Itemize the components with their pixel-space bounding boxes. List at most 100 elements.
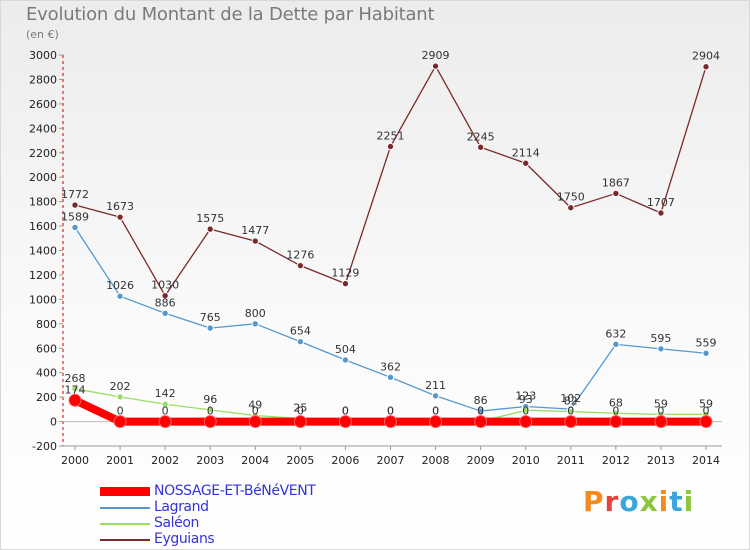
logo-letter: i bbox=[683, 485, 695, 518]
data-label: 1867 bbox=[602, 176, 630, 189]
data-point bbox=[384, 415, 397, 429]
data-label: 86 bbox=[474, 394, 488, 407]
data-label: 886 bbox=[155, 296, 176, 309]
legend-item: Saléon bbox=[100, 515, 520, 532]
logo-letter: t bbox=[669, 485, 684, 518]
x-tick-label: 2006 bbox=[331, 454, 359, 467]
x-tick-label: 2007 bbox=[377, 454, 405, 467]
legend-swatch bbox=[100, 507, 150, 509]
y-tick-label: 2800 bbox=[29, 73, 57, 86]
data-label: 1129 bbox=[331, 267, 359, 280]
legend-label: Saléon bbox=[154, 515, 200, 531]
data-point bbox=[68, 393, 82, 407]
y-tick-label: 0 bbox=[50, 416, 57, 429]
x-tick-label: 2004 bbox=[241, 454, 269, 467]
data-label: 82 bbox=[564, 395, 578, 408]
data-label: 559 bbox=[696, 336, 717, 349]
x-tick-label: 2001 bbox=[106, 454, 134, 467]
data-point bbox=[71, 385, 79, 393]
data-label: 1026 bbox=[106, 279, 134, 292]
data-point bbox=[161, 400, 169, 408]
data-label: 59 bbox=[654, 397, 668, 410]
data-label: 0 bbox=[297, 405, 304, 418]
data-label: 2251 bbox=[377, 130, 405, 143]
data-label: 0 bbox=[477, 405, 484, 418]
data-point bbox=[431, 62, 440, 70]
legend-item: Lagrand bbox=[100, 499, 520, 516]
data-label: 174 bbox=[65, 383, 86, 396]
data-point bbox=[474, 415, 488, 429]
data-label: 504 bbox=[335, 343, 356, 356]
data-label: 2909 bbox=[422, 49, 450, 62]
legend: NOSSAGE-ET-BéNéVENT Lagrand Saléon Eygui… bbox=[100, 483, 520, 548]
data-point bbox=[341, 279, 350, 288]
data-label: 654 bbox=[290, 325, 311, 338]
data-point bbox=[612, 189, 620, 198]
data-label: 0 bbox=[567, 405, 574, 418]
proxiti-logo: Proxiti bbox=[583, 485, 694, 518]
data-point bbox=[609, 415, 623, 429]
data-label: 96 bbox=[203, 393, 217, 406]
y-tick-label: 1200 bbox=[29, 269, 57, 282]
data-point bbox=[161, 309, 169, 318]
y-tick-label: 1600 bbox=[29, 220, 57, 233]
data-point bbox=[296, 337, 305, 346]
logo-letter: x bbox=[639, 485, 659, 518]
data-point bbox=[431, 392, 440, 400]
y-tick-label: 1800 bbox=[29, 196, 57, 209]
data-point bbox=[206, 324, 214, 332]
data-label: 0 bbox=[117, 405, 124, 418]
data-label: 1750 bbox=[557, 191, 585, 204]
data-point bbox=[206, 406, 214, 414]
data-point bbox=[386, 142, 395, 151]
y-tick-label: -200 bbox=[32, 440, 57, 453]
data-point bbox=[476, 407, 485, 415]
data-point bbox=[702, 349, 710, 357]
data-label: 0 bbox=[387, 405, 394, 418]
data-label: 0 bbox=[252, 405, 259, 418]
data-label: 2245 bbox=[467, 130, 495, 143]
data-label: 1673 bbox=[106, 200, 134, 213]
data-point bbox=[699, 415, 713, 429]
logo-letter: i bbox=[658, 485, 670, 518]
data-point bbox=[519, 415, 533, 429]
data-label: 0 bbox=[432, 405, 439, 418]
data-point bbox=[116, 213, 124, 221]
legend-swatch bbox=[100, 487, 150, 496]
legend-label: NOSSAGE-ET-BéNéVENT bbox=[154, 483, 316, 499]
legend-item: NOSSAGE-ET-BéNéVENT bbox=[100, 483, 520, 500]
data-label: 0 bbox=[703, 405, 710, 418]
data-label: 632 bbox=[605, 327, 626, 340]
data-point bbox=[158, 415, 172, 429]
data-label: 1575 bbox=[196, 212, 224, 225]
y-tick-label: 400 bbox=[36, 367, 57, 380]
y-tick-label: 2600 bbox=[29, 98, 57, 111]
x-tick-label: 2002 bbox=[151, 454, 179, 467]
data-point bbox=[567, 407, 575, 416]
data-label: 1276 bbox=[286, 249, 314, 262]
data-label: 1707 bbox=[647, 196, 675, 209]
data-point bbox=[71, 201, 79, 209]
data-label: 0 bbox=[162, 405, 169, 418]
data-label: 0 bbox=[342, 405, 349, 418]
y-tick-label: 600 bbox=[36, 342, 57, 355]
data-label: 0 bbox=[387, 405, 394, 418]
x-tick-label: 2000 bbox=[61, 454, 89, 467]
data-point bbox=[341, 356, 350, 364]
data-point bbox=[386, 373, 395, 382]
data-label: 268 bbox=[65, 372, 86, 385]
x-tick-label: 2011 bbox=[557, 454, 585, 467]
data-label: 102 bbox=[560, 392, 581, 405]
x-tick-label: 2013 bbox=[647, 454, 675, 467]
y-tick-label: 800 bbox=[36, 318, 57, 331]
y-tick-label: 2400 bbox=[29, 122, 57, 135]
data-label: 765 bbox=[200, 311, 221, 324]
y-tick-label: 1400 bbox=[29, 245, 57, 258]
data-point bbox=[251, 320, 259, 328]
legend-label: Lagrand bbox=[154, 499, 209, 515]
legend-swatch bbox=[100, 523, 150, 525]
legend-swatch bbox=[100, 539, 150, 541]
data-label: 0 bbox=[342, 405, 349, 418]
unit-label: (en €) bbox=[26, 28, 59, 41]
